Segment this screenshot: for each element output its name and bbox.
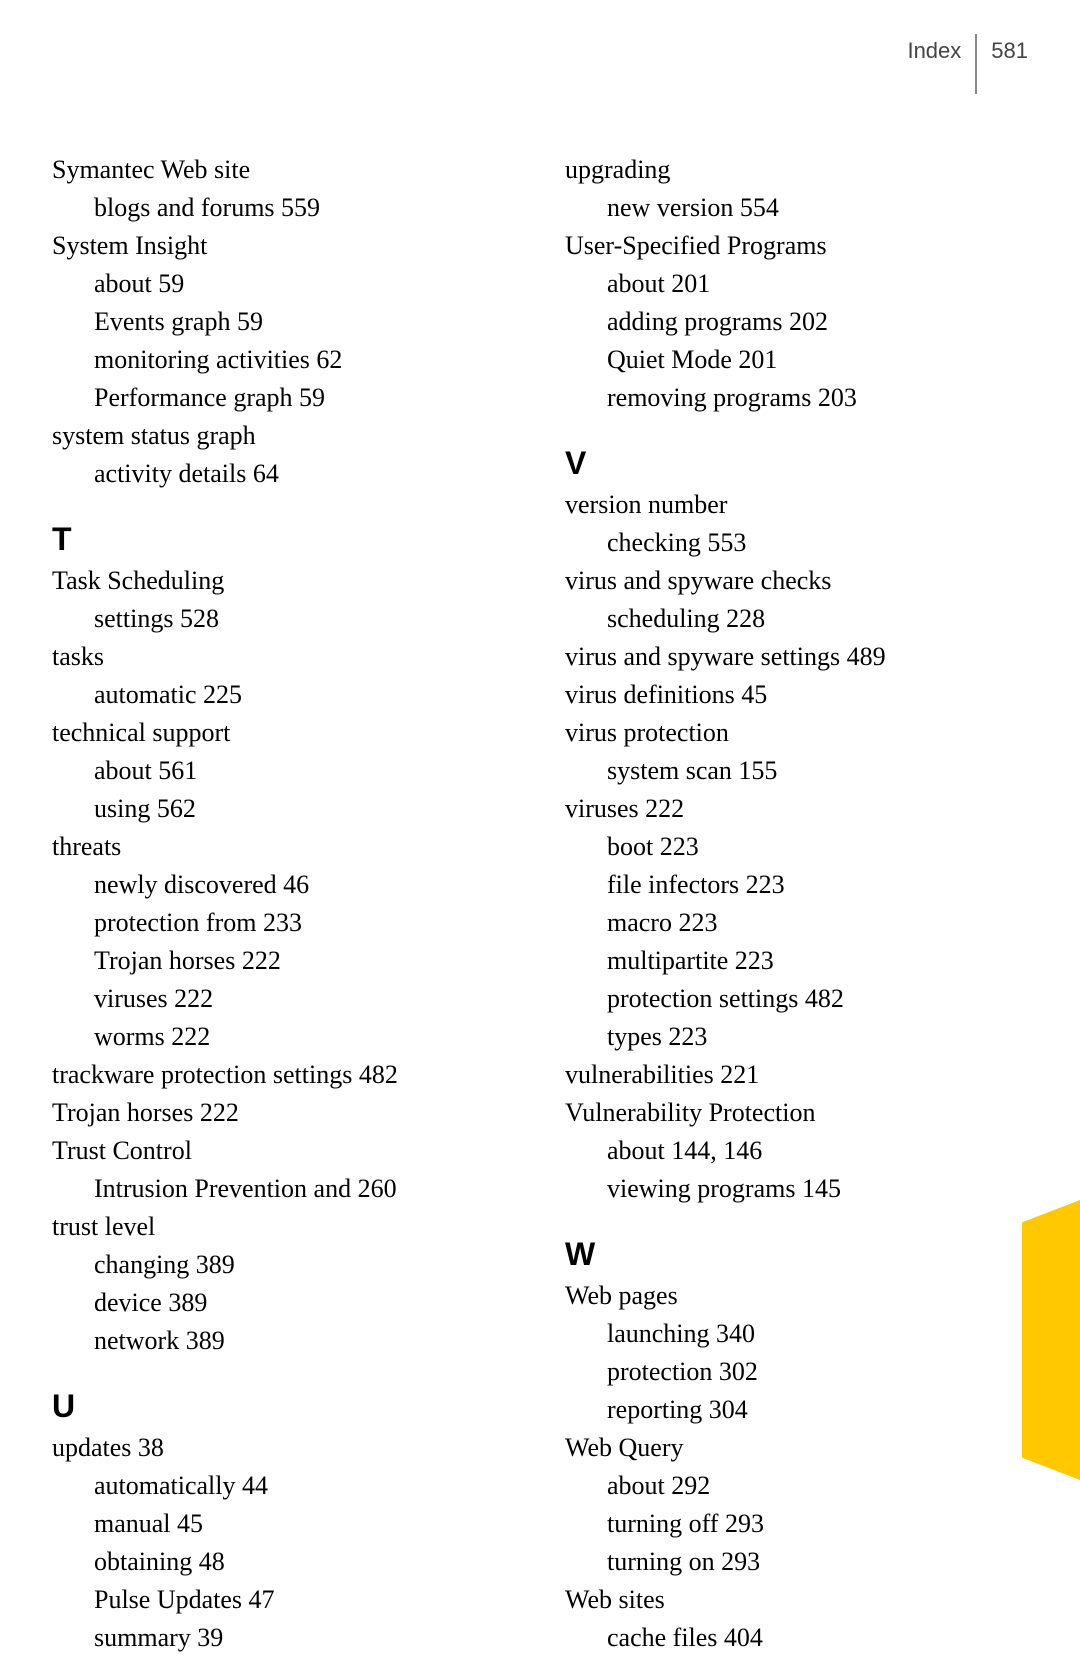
index-entry: Web Query bbox=[565, 1429, 1028, 1467]
index-entry: monitoring activities 62 bbox=[52, 341, 515, 379]
index-entry: turning off 293 bbox=[565, 1505, 1028, 1543]
index-entry: changing 389 bbox=[52, 1246, 515, 1284]
index-entry: vulnerabilities 221 bbox=[565, 1056, 1028, 1094]
index-entry: Vulnerability Protection bbox=[565, 1094, 1028, 1132]
index-entry: Intrusion Prevention and 260 bbox=[52, 1170, 515, 1208]
index-entry: trust level bbox=[52, 1208, 515, 1246]
index-entry: protection from 233 bbox=[52, 904, 515, 942]
index-entry: trackware protection settings 482 bbox=[52, 1056, 515, 1094]
index-entry: Pulse Updates 47 bbox=[52, 1581, 515, 1619]
index-entry: system status graph bbox=[52, 417, 515, 455]
index-entry: types 223 bbox=[565, 1018, 1028, 1056]
index-entry: viruses 222 bbox=[565, 790, 1028, 828]
index-entry: technical support bbox=[52, 714, 515, 752]
index-entry: new version 554 bbox=[565, 189, 1028, 227]
index-entry: cache files 404 bbox=[565, 1619, 1028, 1657]
index-content: Symantec Web siteblogs and forums 559Sys… bbox=[52, 151, 1028, 1657]
index-entry: Performance graph 59 bbox=[52, 379, 515, 417]
right-column: upgradingnew version 554User-Specified P… bbox=[565, 151, 1028, 1657]
index-entry: checking 553 bbox=[565, 524, 1028, 562]
index-entry: boot 223 bbox=[565, 828, 1028, 866]
index-entry: virus and spyware settings 489 bbox=[565, 638, 1028, 676]
index-entry: multipartite 223 bbox=[565, 942, 1028, 980]
index-entry: using 562 bbox=[52, 790, 515, 828]
index-entry: automatic 225 bbox=[52, 676, 515, 714]
index-entry: Trojan horses 222 bbox=[52, 942, 515, 980]
index-entry: settings 528 bbox=[52, 600, 515, 638]
index-entry: viewing programs 145 bbox=[565, 1170, 1028, 1208]
index-entry: automatically 44 bbox=[52, 1467, 515, 1505]
index-entry: Trojan horses 222 bbox=[52, 1094, 515, 1132]
index-entry: updates 38 bbox=[52, 1429, 515, 1467]
section-letter: T bbox=[52, 521, 515, 558]
index-entry: scheduling 228 bbox=[565, 600, 1028, 638]
index-entry: tasks bbox=[52, 638, 515, 676]
index-entry: about 561 bbox=[52, 752, 515, 790]
index-entry: device 389 bbox=[52, 1284, 515, 1322]
index-entry: virus definitions 45 bbox=[565, 676, 1028, 714]
header-page-number: 581 bbox=[977, 38, 1028, 64]
index-entry: User-Specified Programs bbox=[565, 227, 1028, 265]
index-entry: about 144, 146 bbox=[565, 1132, 1028, 1170]
index-entry: virus and spyware checks bbox=[565, 562, 1028, 600]
index-entry: about 59 bbox=[52, 265, 515, 303]
index-entry: Events graph 59 bbox=[52, 303, 515, 341]
yellow-tab-marker bbox=[1022, 1200, 1080, 1480]
index-entry: removing programs 203 bbox=[565, 379, 1028, 417]
index-entry: Web sites bbox=[565, 1581, 1028, 1619]
index-entry: file infectors 223 bbox=[565, 866, 1028, 904]
index-entry: version number bbox=[565, 486, 1028, 524]
index-entry: macro 223 bbox=[565, 904, 1028, 942]
index-entry: summary 39 bbox=[52, 1619, 515, 1657]
index-entry: virus protection bbox=[565, 714, 1028, 752]
section-letter: V bbox=[565, 445, 1028, 482]
index-entry: Web pages bbox=[565, 1277, 1028, 1315]
index-entry: Trust Control bbox=[52, 1132, 515, 1170]
section-letter: W bbox=[565, 1236, 1028, 1273]
index-entry: protection 302 bbox=[565, 1353, 1028, 1391]
index-entry: viruses 222 bbox=[52, 980, 515, 1018]
index-entry: about 201 bbox=[565, 265, 1028, 303]
index-entry: adding programs 202 bbox=[565, 303, 1028, 341]
index-entry: Task Scheduling bbox=[52, 562, 515, 600]
index-entry: Quiet Mode 201 bbox=[565, 341, 1028, 379]
section-letter: U bbox=[52, 1388, 515, 1425]
index-entry: newly discovered 46 bbox=[52, 866, 515, 904]
index-entry: Symantec Web site bbox=[52, 151, 515, 189]
index-entry: launching 340 bbox=[565, 1315, 1028, 1353]
index-entry: blogs and forums 559 bbox=[52, 189, 515, 227]
index-entry: worms 222 bbox=[52, 1018, 515, 1056]
index-entry: network 389 bbox=[52, 1322, 515, 1360]
index-entry: system scan 155 bbox=[565, 752, 1028, 790]
index-entry: upgrading bbox=[565, 151, 1028, 189]
left-column: Symantec Web siteblogs and forums 559Sys… bbox=[52, 151, 515, 1657]
index-entry: about 292 bbox=[565, 1467, 1028, 1505]
index-entry: obtaining 48 bbox=[52, 1543, 515, 1581]
index-entry: protection settings 482 bbox=[565, 980, 1028, 1018]
index-entry: turning on 293 bbox=[565, 1543, 1028, 1581]
index-entry: reporting 304 bbox=[565, 1391, 1028, 1429]
index-entry: threats bbox=[52, 828, 515, 866]
index-entry: manual 45 bbox=[52, 1505, 515, 1543]
index-entry: activity details 64 bbox=[52, 455, 515, 493]
page-header: Index 581 bbox=[907, 38, 1028, 94]
header-label: Index bbox=[907, 38, 975, 64]
index-entry: System Insight bbox=[52, 227, 515, 265]
